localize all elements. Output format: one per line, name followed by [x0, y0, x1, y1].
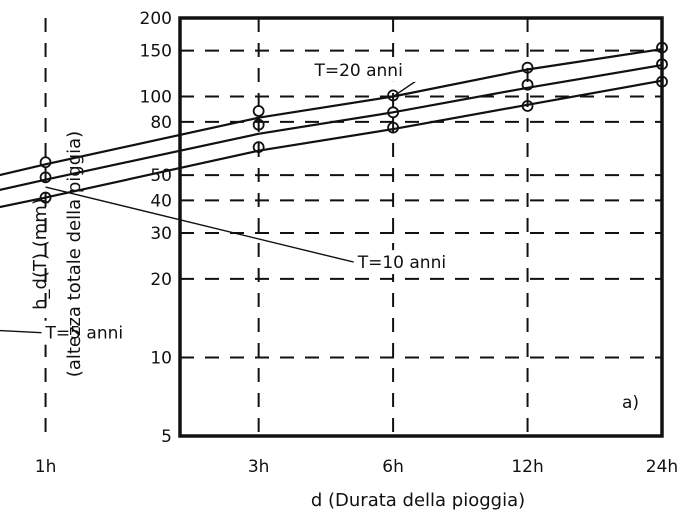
y-tick-label: 10 [150, 348, 172, 368]
y-tick-label: 150 [140, 42, 172, 62]
panel-label: a) [622, 393, 639, 413]
data-point [387, 89, 399, 102]
y-tick-label: 50 [150, 166, 172, 186]
x-tick-label: 6h [382, 457, 404, 477]
x-tick-label: 24h [646, 457, 678, 477]
x-tick-label: 3h [248, 457, 270, 477]
grid [44, 18, 662, 436]
data-point [39, 191, 52, 204]
y-tick-label: 5 [161, 427, 172, 447]
data-point [387, 121, 399, 134]
series-line-1 [0, 48, 663, 177]
y-tick-label: 80 [150, 113, 172, 133]
curve-label: T=5 anni [45, 324, 124, 344]
series-line-3 [0, 79, 663, 209]
x-tick-label: 1h [35, 457, 57, 477]
plot-frame [178, 16, 664, 438]
x-tick-label: 12h [511, 457, 543, 477]
curve-labels: T=20 anni T=10 anni T=5 anni [0, 57, 478, 345]
tick-labels: 2'5'10'30'1h3h6h12h24h510203040508010015… [35, 9, 678, 477]
curves [0, 48, 663, 209]
y-axis-title: h_d(T) (mm) [30, 198, 51, 310]
data-point [521, 78, 534, 91]
data-point [521, 100, 534, 112]
curve-label: T=20 anni [313, 61, 402, 81]
data-point [39, 171, 52, 184]
y-tick-label: 100 [140, 88, 172, 108]
curve-label: T=10 anni [357, 253, 446, 273]
curve-label-background [353, 250, 478, 275]
curve-label-background [310, 57, 435, 82]
series-line-2 [0, 64, 663, 192]
y-tick-label: 200 [140, 9, 172, 29]
y-tick-label: 40 [150, 191, 172, 211]
curve-label-background [41, 320, 166, 345]
y-axis-subtitle: (altezza totale della piggia) [64, 131, 85, 377]
x-axis-title: d (Durata della pioggia) [311, 490, 525, 511]
data-point [521, 61, 534, 74]
data-point [39, 156, 52, 169]
data-point [252, 118, 265, 131]
y-tick-label: 30 [150, 224, 172, 244]
label-leader-line [45, 186, 354, 263]
data-point [387, 106, 399, 119]
data-point [252, 105, 265, 117]
y-tick-label: 20 [150, 270, 172, 290]
data-point [252, 141, 265, 154]
